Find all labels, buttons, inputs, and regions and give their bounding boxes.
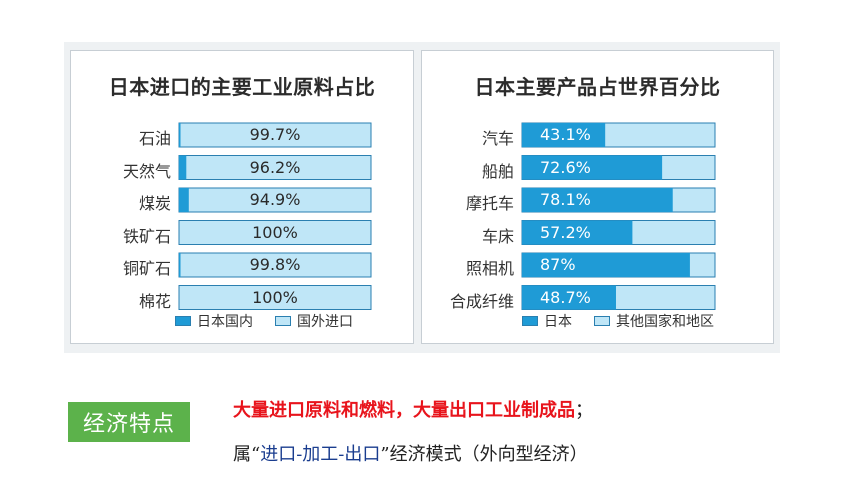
legend-label-japan: 日本 (544, 314, 572, 330)
bar-日本国内-石油 (179, 123, 181, 147)
economic-features-badge: 经济特点 (68, 402, 190, 442)
bar-日本-汽车 (522, 123, 606, 147)
data-label: 100% (252, 222, 298, 242)
chart-panel-imports: 日本进口的主要工业原料占比 日本国内 国外进口 石油 99.7% 天然气 96.2% 煤… (70, 50, 414, 344)
data-label: 87% (540, 255, 576, 274)
feature-statement-end: ； (575, 400, 593, 421)
bar-日本-船舶 (522, 155, 663, 180)
legend-swatch-domestic (175, 316, 191, 326)
bar-国外进口-铁矿石 (178, 220, 372, 245)
bar-国外进口-石油 (178, 122, 372, 148)
bar-日本-摩托车 (522, 188, 673, 212)
category-label: 照相机 (465, 259, 514, 278)
bar-国外进口-棉花 (178, 285, 372, 310)
bar-国外进口-煤炭 (178, 187, 372, 213)
bar-国外进口-天然气 (178, 155, 372, 180)
data-label: 96.2% (249, 157, 301, 177)
category-label: 天然气 (122, 161, 171, 181)
bar-日本国内-煤炭 (179, 188, 189, 212)
model-prefix: 属“ (233, 444, 261, 465)
legend-label-others: 其他国家和地区 (616, 314, 714, 330)
data-label: 100% (252, 287, 298, 307)
data-label: 99.8% (249, 255, 301, 274)
category-label: 石油 (138, 129, 171, 148)
legend: 日本 其他国家和地区 (522, 311, 714, 331)
chart-panel-world-share: 日本主要产品占世界百分比 日本 其他国家和地区 汽车 43.1% 船舶 72.6% 摩托… (421, 50, 774, 344)
figure: 日本进口的主要工业原料占比 日本国内 国外进口 石油 99.7% 天然气 96.2% 煤… (64, 42, 780, 353)
data-label: 99.7% (249, 125, 301, 144)
legend-swatch-imported (275, 316, 291, 326)
legend-label-domestic: 日本国内 (197, 314, 253, 330)
bar-chart-imports (178, 122, 372, 310)
economic-model-statement: 属“进口-加工-出口”经济模式（外向型经济） (233, 440, 588, 466)
category-label: 摩托车 (465, 194, 514, 213)
legend-swatch-japan (522, 316, 538, 326)
data-label: 78.1% (540, 190, 591, 209)
bar-日本国内-天然气 (179, 155, 187, 180)
bar-日本国内-铜矿石 (179, 253, 181, 277)
model-suffix: ”经济模式（外向型经济） (380, 444, 588, 465)
feature-statement-text: 大量进口原料和燃料，大量出口工业制成品 (233, 400, 575, 421)
bar-chart-world-share (521, 122, 716, 310)
category-label: 汽车 (481, 129, 514, 148)
legend: 日本国内 国外进口 (175, 311, 353, 331)
category-label: 船舶 (481, 161, 514, 181)
data-label: 48.7% (540, 287, 591, 307)
category-label: 铁矿石 (122, 226, 171, 246)
chart-title: 日本进口的主要工业原料占比 (108, 75, 376, 99)
bar-日本-合成纤维 (522, 285, 616, 310)
bar-日本-照相机 (522, 253, 690, 277)
category-label: 煤炭 (138, 194, 171, 213)
model-highlight: 进口-加工-出口 (260, 444, 381, 465)
legend-swatch-others (594, 316, 610, 326)
data-label: 43.1% (540, 125, 591, 144)
category-label: 车床 (481, 226, 514, 246)
legend-label-imported: 国外进口 (297, 314, 353, 330)
category-label: 合成纤维 (449, 291, 514, 311)
data-label: 57.2% (540, 222, 591, 242)
data-label: 94.9% (249, 190, 301, 209)
bar-日本-车床 (522, 220, 633, 245)
feature-statement: 大量进口原料和燃料，大量出口工业制成品； (233, 396, 593, 422)
data-label: 72.6% (540, 157, 591, 177)
category-label: 铜矿石 (122, 259, 171, 278)
chart-title: 日本主要产品占世界百分比 (474, 75, 721, 99)
category-label: 棉花 (138, 291, 171, 311)
